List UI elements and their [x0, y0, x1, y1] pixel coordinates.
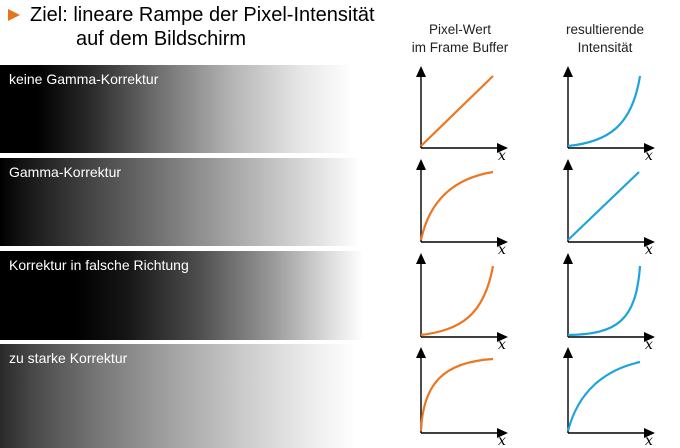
row-label-wrong-direction: Korrektur in falsche Richtung — [9, 257, 189, 273]
axes — [420, 75, 501, 149]
x-axis-label: x — [645, 242, 653, 258]
graph-row-3-framebuffer: x — [416, 253, 508, 353]
axis-arrow-icon — [416, 347, 508, 438]
bullet-triangle-icon — [8, 9, 20, 21]
row-label-no-gamma-correction: keine Gamma-Korrektur — [9, 71, 159, 87]
axes — [567, 75, 648, 149]
x-axis-label: x — [645, 148, 653, 164]
column-header-pixel-value-line-1: Pixel-Wert — [428, 22, 491, 37]
axes — [420, 356, 501, 434]
x-axis-label: x — [498, 337, 506, 353]
framebuffer-curve-convex — [420, 265, 495, 337]
gradient-ramp-row-1: keine Gamma-Korrektur — [0, 65, 375, 153]
x-axis-label: x — [498, 433, 506, 448]
axes — [567, 356, 648, 434]
graph-row-2-framebuffer: x — [416, 159, 508, 258]
axis-arrow-icon — [416, 159, 508, 247]
framebuffer-curve-strongly-concave — [419, 357, 494, 432]
framebuffer-curve-linear — [420, 75, 494, 147]
x-axis-label: x — [498, 242, 506, 258]
column-header-resulting-intensity-line-2: Intensität — [577, 40, 633, 55]
axes — [420, 262, 501, 338]
graph-row-4-result: x — [563, 347, 655, 448]
x-axis-label: x — [645, 337, 653, 353]
axis-arrow-icon — [563, 347, 655, 438]
result-curve-linear — [567, 171, 640, 241]
axes — [567, 168, 648, 243]
axis-arrow-icon — [563, 253, 655, 342]
column-header-pixel-value-line-2: im Frame Buffer — [411, 40, 509, 55]
axes — [420, 168, 501, 243]
axis-arrow-icon — [416, 66, 508, 153]
framebuffer-curve-concave — [419, 170, 494, 241]
column-header-resulting-intensity-line-1: resultierende — [565, 22, 645, 37]
gradient-ramp-row-4: zu starke Korrektur — [0, 344, 375, 448]
x-axis-label: x — [645, 433, 653, 448]
graph-row-1-result: x — [563, 66, 655, 164]
result-curve-concave — [566, 360, 641, 432]
graph-row-3-result: x — [563, 253, 655, 353]
row-label-gamma-correction: Gamma-Korrektur — [9, 164, 122, 180]
gradient-ramp-row-2: Gamma-Korrektur — [0, 158, 375, 246]
graph-row-2-result: x — [563, 159, 655, 258]
graph-row-4-framebuffer: x — [416, 347, 508, 448]
graph-row-1-framebuffer: x — [416, 66, 508, 164]
column-header-resulting-intensity: resultierende Intensität — [530, 21, 680, 57]
result-curve-strongly-convex — [567, 265, 642, 337]
title-line-2: auf dem Bildschirm — [76, 28, 247, 50]
axis-arrow-icon — [563, 66, 655, 153]
axes — [567, 262, 648, 338]
gradient-ramp-row-3: Korrektur in falsche Richtung — [0, 251, 375, 340]
axis-arrow-icon — [563, 159, 655, 247]
title-line-1: Ziel: lineare Rampe der Pixel-Intensität — [30, 4, 375, 26]
row-label-over-correction: zu starke Korrektur — [9, 350, 128, 366]
x-axis-label: x — [498, 148, 506, 164]
column-header-pixel-value: Pixel-Wert im Frame Buffer — [385, 21, 535, 57]
axis-arrow-icon — [416, 253, 508, 342]
result-curve-convex — [567, 75, 642, 148]
